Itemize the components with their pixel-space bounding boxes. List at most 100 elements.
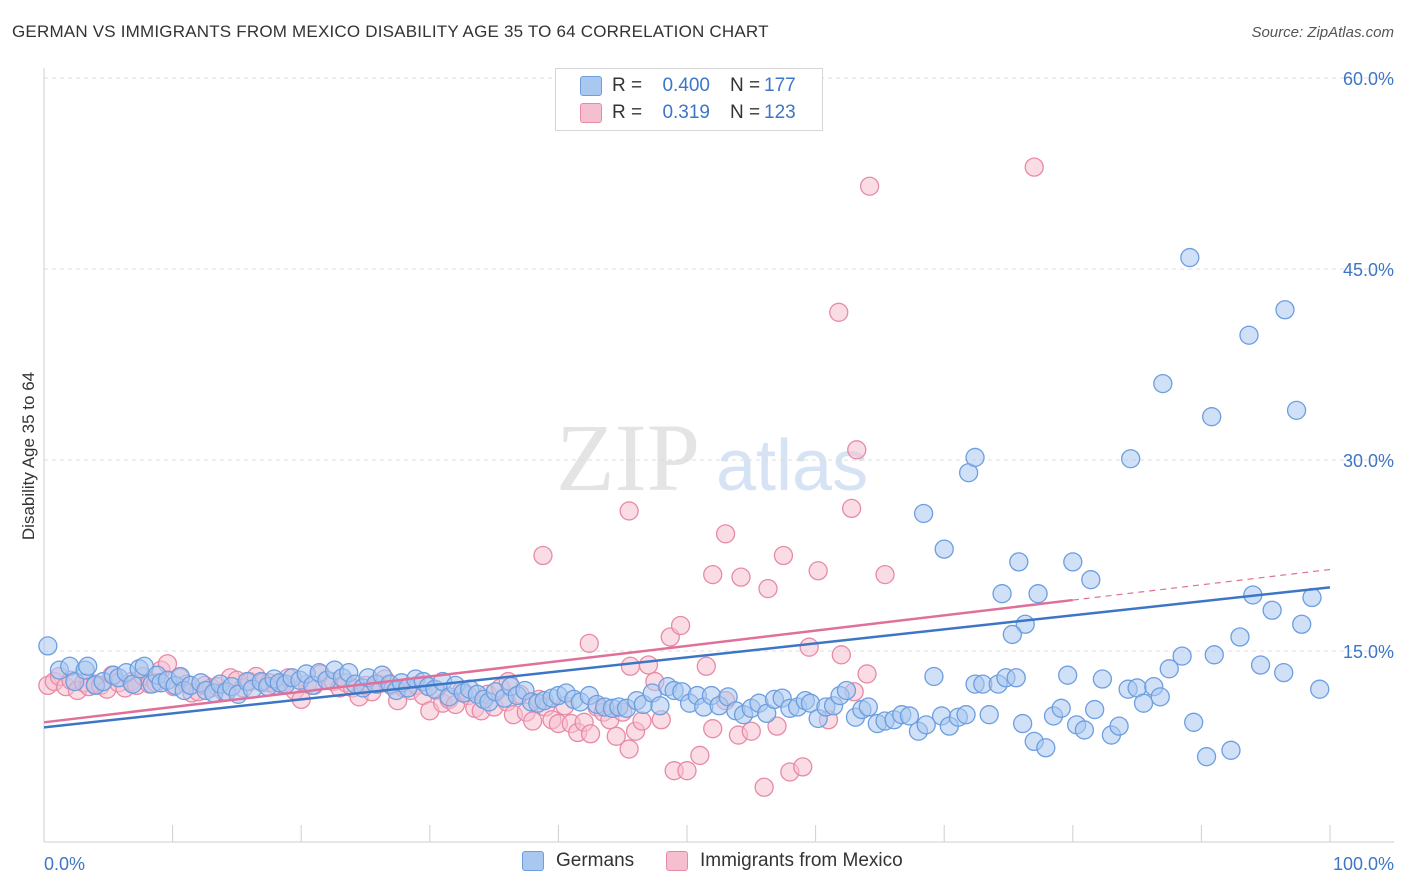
y-tick-label: 15.0% xyxy=(1343,642,1394,662)
point-mexico xyxy=(831,645,851,665)
point-germans xyxy=(1239,325,1259,345)
legend-item-mexico[interactable]: Immigrants from Mexico xyxy=(666,850,903,872)
point-mexico xyxy=(847,440,867,460)
point-germans xyxy=(858,697,878,717)
point-germans xyxy=(1150,687,1170,707)
point-mexico xyxy=(580,724,601,744)
stats-n-value: 123 xyxy=(764,102,796,123)
stats-n-value: 177 xyxy=(764,75,796,96)
point-germans xyxy=(1074,720,1095,740)
point-mexico xyxy=(715,524,736,544)
point-mexico xyxy=(638,655,659,675)
x-tick-label-min: 0.0% xyxy=(44,854,85,874)
grid xyxy=(44,77,1394,652)
legend: Germans Immigrants from Mexico xyxy=(0,850,1406,878)
x-ticks xyxy=(43,825,1331,842)
point-mexico xyxy=(875,564,895,585)
y-tick-labels: 15.0% 30.0% 45.0% 60.0% xyxy=(1343,69,1394,662)
point-mexico xyxy=(620,656,641,676)
point-germans xyxy=(1121,449,1141,469)
stats-row-germans: R = 0.400 N = 177 xyxy=(580,74,796,98)
point-germans xyxy=(1292,614,1312,634)
stats-box: R = 0.400 N = 177 R = 0.319 N = 123 xyxy=(555,68,823,131)
point-germans xyxy=(1180,247,1200,268)
watermark: ZIP atlas xyxy=(556,404,868,511)
point-germans xyxy=(1262,600,1282,620)
legend-item-germans[interactable]: Germans xyxy=(522,850,634,872)
point-germans xyxy=(1063,552,1083,572)
point-germans xyxy=(956,705,976,725)
point-germans xyxy=(1051,698,1071,718)
point-germans xyxy=(913,503,934,524)
point-germans xyxy=(1221,740,1241,760)
stats-r-value: 0.319 xyxy=(662,102,710,123)
trend-lines xyxy=(43,568,1331,729)
point-mexico xyxy=(533,545,553,566)
y-tick-label: 60.0% xyxy=(1343,69,1394,89)
trend-line-germans xyxy=(43,586,1331,729)
point-mexico xyxy=(523,711,543,731)
stats-row-mexico: R = 0.319 N = 123 xyxy=(580,101,796,125)
stats-r-label: R = xyxy=(612,102,643,123)
stats-n-label: N = xyxy=(730,75,761,96)
y-tick-label: 30.0% xyxy=(1343,451,1394,471)
point-mexico xyxy=(859,176,880,196)
y-tick-label: 45.0% xyxy=(1343,260,1394,280)
watermark-zip: ZIP xyxy=(556,404,700,511)
legend-swatch-mexico xyxy=(666,851,688,871)
stats-swatch-germans xyxy=(580,76,602,96)
point-germans xyxy=(1159,659,1179,679)
point-mexico xyxy=(632,711,652,731)
point-mexico xyxy=(731,567,751,587)
point-germans xyxy=(836,680,857,701)
point-mexico xyxy=(619,739,639,759)
point-mexico xyxy=(857,664,877,684)
point-germans xyxy=(1109,716,1129,736)
point-mexico xyxy=(606,726,626,746)
point-mexico xyxy=(579,633,599,654)
point-germans xyxy=(1081,570,1101,590)
point-mexico xyxy=(670,615,691,636)
legend-label-germans: Germans xyxy=(556,850,635,871)
point-germans xyxy=(1310,679,1330,699)
point-mexico xyxy=(696,656,716,676)
point-germans xyxy=(1009,552,1029,572)
point-germans xyxy=(1058,665,1078,685)
trend-line-mexico-extension xyxy=(1072,568,1331,601)
point-germans xyxy=(924,666,944,687)
y-axis-title: Disability Age 35 to 64 xyxy=(19,372,38,540)
point-mexico xyxy=(619,501,639,521)
point-germans xyxy=(992,584,1012,604)
point-mexico xyxy=(703,564,723,585)
point-germans xyxy=(1286,400,1307,420)
point-germans xyxy=(1196,747,1217,767)
chart-title: GERMAN VS IMMIGRANTS FROM MEXICO DISABIL… xyxy=(12,22,769,41)
point-mexico xyxy=(841,498,862,519)
point-germans xyxy=(1204,645,1224,665)
point-germans xyxy=(1274,662,1294,683)
point-germans xyxy=(1002,624,1023,645)
point-mexico xyxy=(773,545,794,566)
point-mexico xyxy=(758,578,778,599)
point-germans xyxy=(965,447,985,468)
trend-line-mexico xyxy=(43,598,1073,724)
point-germans xyxy=(1153,373,1173,394)
legend-swatch-germans xyxy=(522,851,544,871)
point-germans xyxy=(38,636,58,656)
point-mexico xyxy=(677,761,697,781)
axes xyxy=(43,68,1394,843)
point-germans xyxy=(1202,407,1222,427)
point-germans xyxy=(1133,693,1154,713)
x-tick-label-max: 100.0% xyxy=(1333,854,1394,874)
point-mexico xyxy=(1024,157,1044,177)
point-germans xyxy=(1250,655,1271,675)
point-germans xyxy=(1172,646,1192,666)
point-mexico xyxy=(808,561,828,581)
chart-source: Source: ZipAtlas.com xyxy=(1251,24,1394,41)
point-germans xyxy=(916,715,936,735)
point-germans xyxy=(650,696,670,716)
point-germans xyxy=(78,656,98,676)
point-germans xyxy=(1184,712,1204,732)
point-germans xyxy=(1036,738,1056,758)
